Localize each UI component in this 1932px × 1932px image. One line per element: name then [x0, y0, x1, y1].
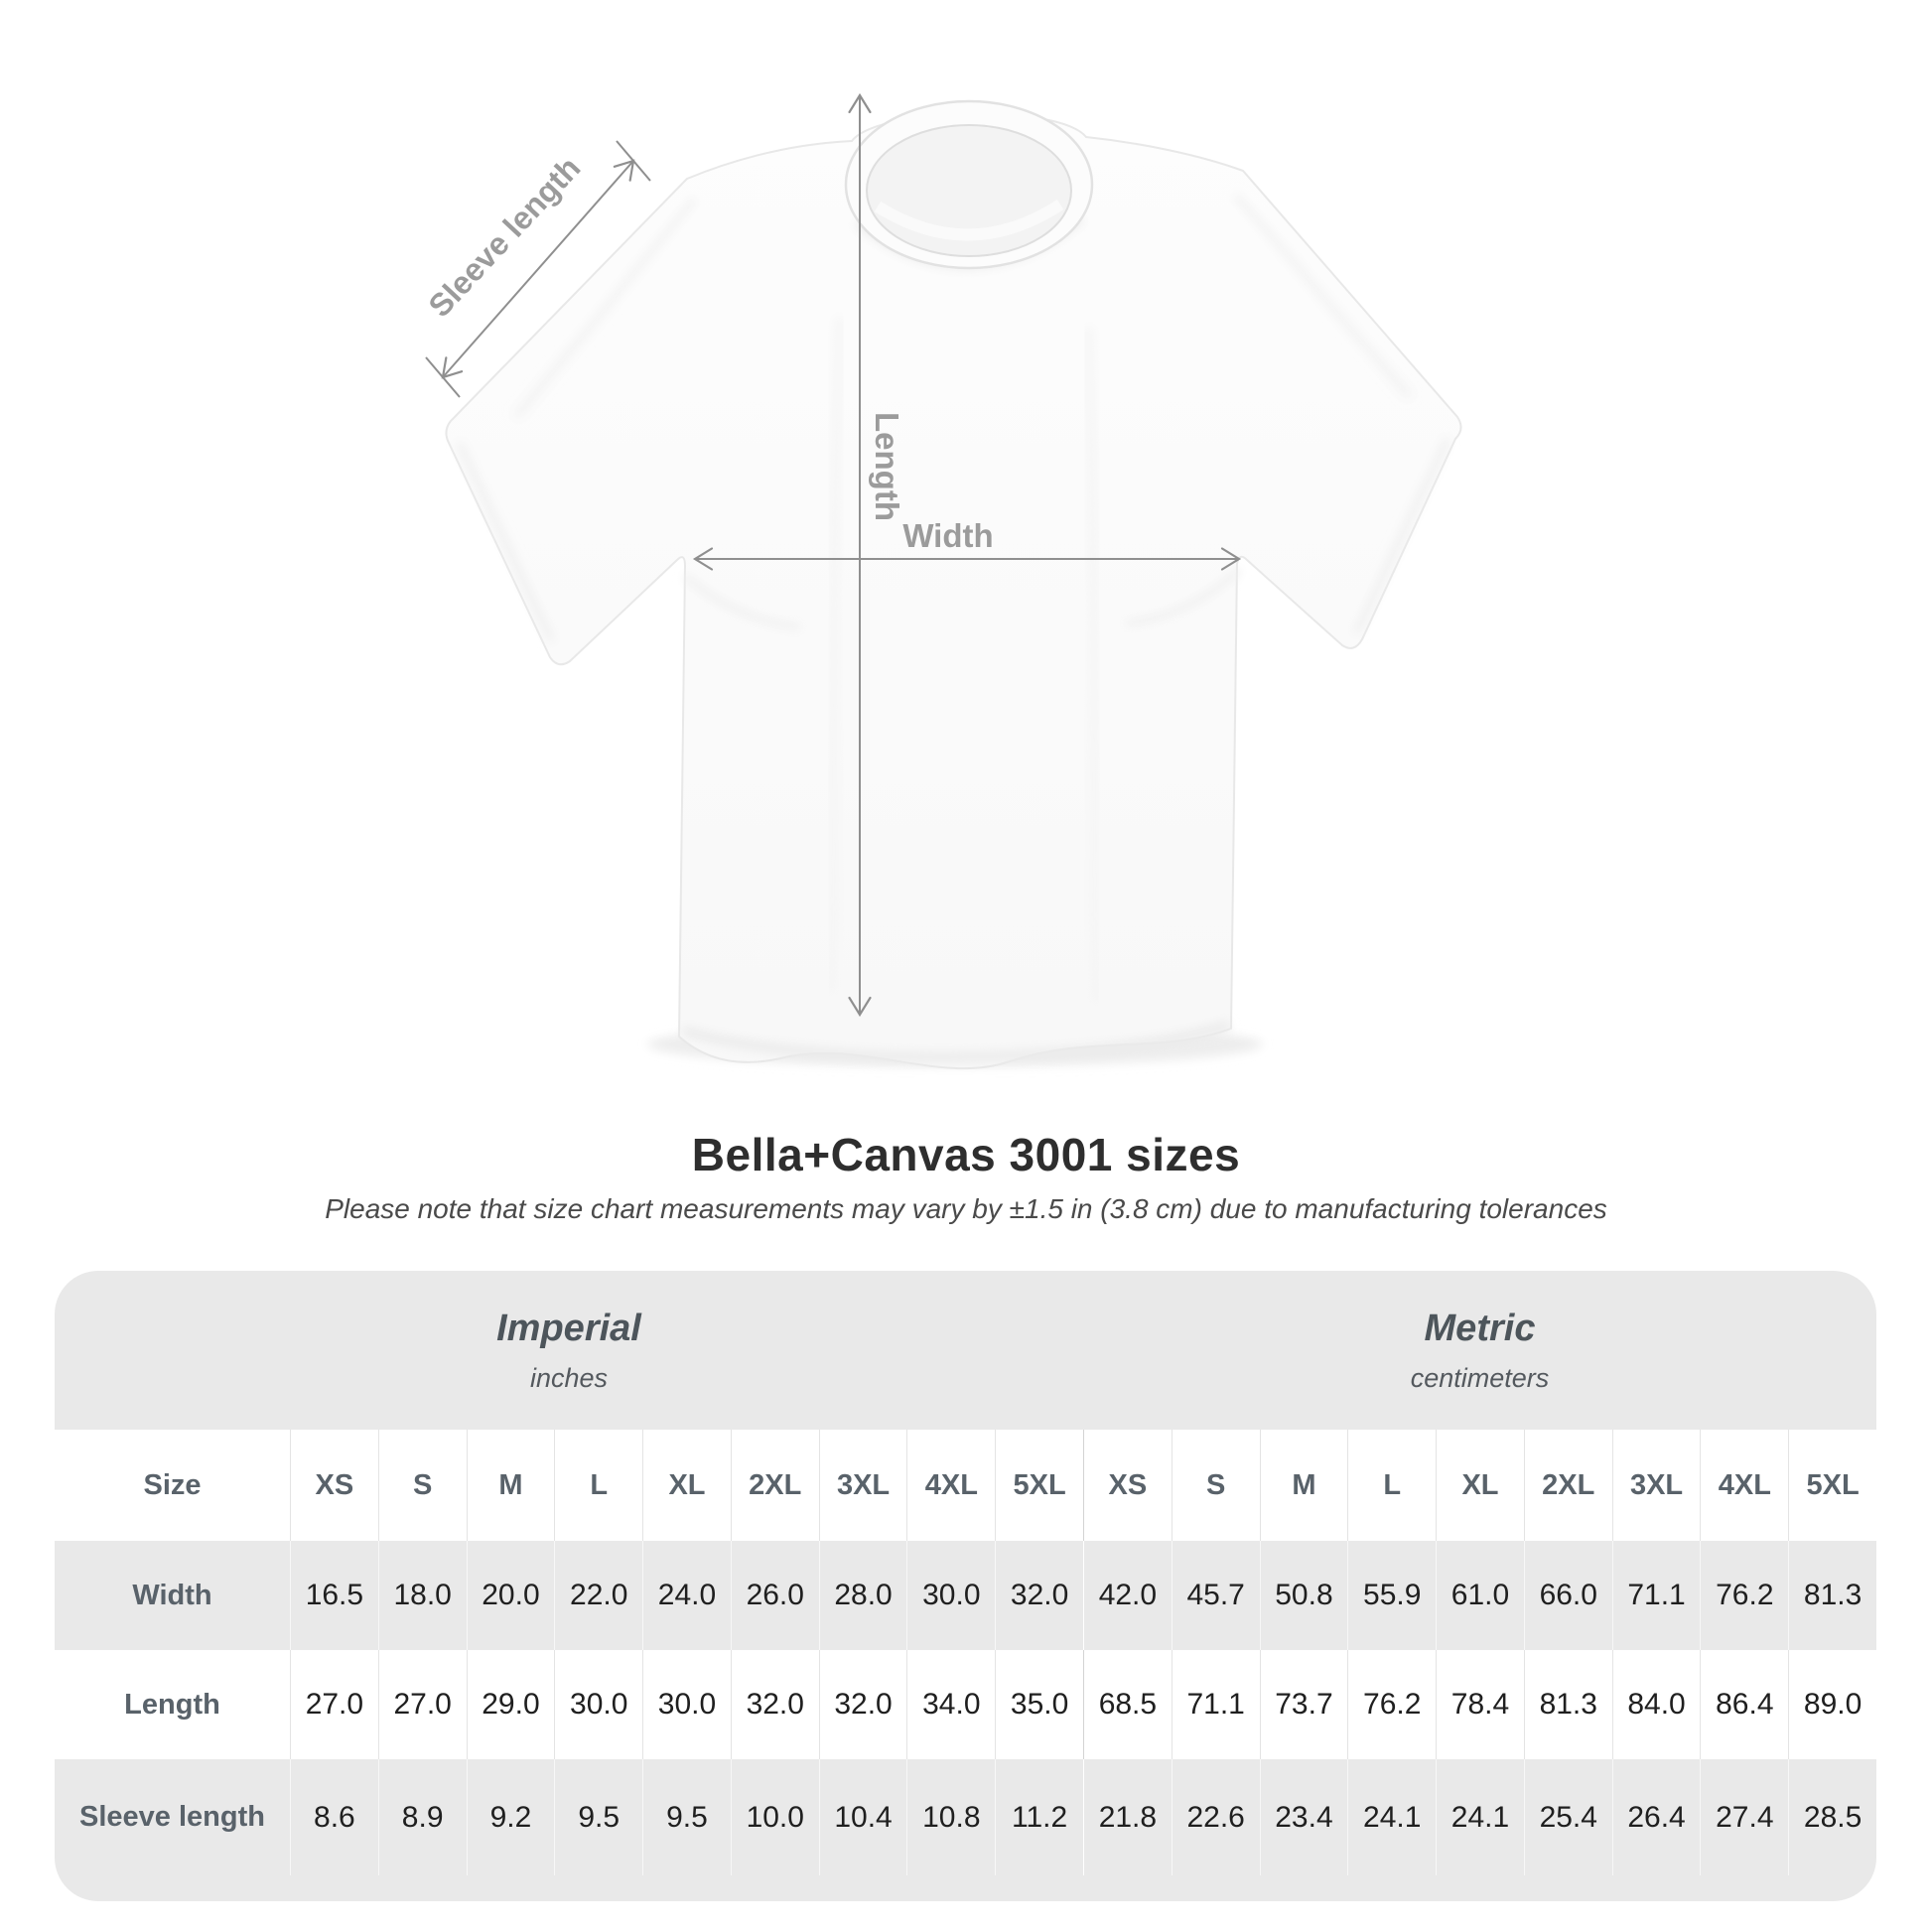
collar [844, 99, 1094, 270]
table-cell: 32.0 [730, 1650, 819, 1759]
table-cell: 76.2 [1700, 1541, 1788, 1650]
row-header-length: Length [124, 1688, 220, 1721]
row-header-size: Size [143, 1468, 202, 1501]
tolerance-note: Please note that size chart measurements… [325, 1193, 1607, 1224]
table-cell: 9.5 [642, 1759, 731, 1875]
size-col-header: XS [290, 1430, 378, 1541]
table-cell: 16.5 [290, 1541, 378, 1650]
table-cell: 81.3 [1523, 1650, 1612, 1759]
page-title: Bella+Canvas 3001 sizes [691, 1129, 1241, 1180]
table-cell: 24.0 [642, 1541, 731, 1650]
table-cell: 26.4 [1611, 1759, 1701, 1875]
table-cell: 26.0 [730, 1541, 819, 1650]
table-cell: 35.0 [995, 1650, 1083, 1759]
sleeve-length-label: Sleeve length [421, 150, 587, 324]
size-col-header: L [554, 1430, 642, 1541]
table-cell: 11.2 [995, 1759, 1083, 1875]
table-cell: 55.9 [1347, 1541, 1436, 1650]
table-cell: 10.8 [906, 1759, 995, 1875]
table-cell: 30.0 [906, 1541, 995, 1650]
table-cell: 73.7 [1259, 1650, 1348, 1759]
metric-group-header: Metric centimeters [1083, 1271, 1876, 1430]
size-col-header: S [377, 1430, 467, 1541]
size-table: Imperial inches Metric centimeters Size … [55, 1271, 1876, 1901]
size-col-header: XL [642, 1430, 731, 1541]
size-col-header: 2XL [1523, 1430, 1612, 1541]
size-col-header: M [1259, 1430, 1348, 1541]
row-header-sleeve-length: Sleeve length [79, 1801, 265, 1833]
tshirt-measurement-diagram: Sleeve length Length Width [421, 92, 1462, 1070]
table-cell: 42.0 [1083, 1541, 1172, 1650]
size-col-header: 5XL [1788, 1430, 1876, 1541]
table-cell: 68.5 [1083, 1650, 1172, 1759]
size-col-header: XL [1436, 1430, 1524, 1541]
table-cell: 27.4 [1700, 1759, 1788, 1875]
table-cell: 66.0 [1523, 1541, 1612, 1650]
table-cell: 45.7 [1171, 1541, 1260, 1650]
table-cell: 22.6 [1171, 1759, 1260, 1875]
table-cell: 89.0 [1788, 1650, 1876, 1759]
table-cell: 61.0 [1436, 1541, 1524, 1650]
size-col-header: 4XL [1700, 1430, 1788, 1541]
sleeve-length-row: Sleeve length 8.6 8.9 9.2 9.5 9.5 10.0 1… [55, 1759, 1876, 1901]
table-cell: 22.0 [554, 1541, 642, 1650]
table-cell: 71.1 [1171, 1650, 1260, 1759]
length-label: Length [869, 412, 905, 521]
imperial-group-header: Imperial inches [55, 1271, 1083, 1430]
size-header-row: Size XS S M L XL 2XL 3XL 4XL 5XL XS S M … [55, 1430, 1876, 1541]
size-col-header: 4XL [906, 1430, 995, 1541]
unit-group-header: Imperial inches Metric centimeters [55, 1271, 1876, 1430]
size-col-header: 3XL [818, 1430, 907, 1541]
size-col-header: L [1347, 1430, 1436, 1541]
table-cell: 28.5 [1788, 1759, 1876, 1875]
table-cell: 71.1 [1611, 1541, 1701, 1650]
table-cell: 21.8 [1083, 1759, 1172, 1875]
size-col-header: 3XL [1611, 1430, 1701, 1541]
table-cell: 32.0 [995, 1541, 1083, 1650]
table-cell: 32.0 [818, 1650, 907, 1759]
table-cell: 9.5 [554, 1759, 642, 1875]
table-cell: 27.0 [290, 1650, 378, 1759]
row-header-width: Width [132, 1579, 212, 1611]
table-cell: 81.3 [1788, 1541, 1876, 1650]
table-cell: 30.0 [642, 1650, 731, 1759]
width-label: Width [902, 517, 993, 554]
table-cell: 84.0 [1611, 1650, 1701, 1759]
table-cell: 34.0 [906, 1650, 995, 1759]
table-cell: 86.4 [1700, 1650, 1788, 1759]
size-col-header: M [466, 1430, 555, 1541]
table-cell: 20.0 [466, 1541, 555, 1650]
table-cell: 10.4 [818, 1759, 907, 1875]
size-col-header: XS [1083, 1430, 1172, 1541]
table-cell: 9.2 [466, 1759, 555, 1875]
table-cell: 76.2 [1347, 1650, 1436, 1759]
table-cell: 25.4 [1523, 1759, 1612, 1875]
metric-label: Metric [1424, 1307, 1536, 1349]
table-cell: 30.0 [554, 1650, 642, 1759]
size-col-header: S [1171, 1430, 1260, 1541]
table-cell: 8.9 [377, 1759, 467, 1875]
size-diagram-svg: Sleeve length Length Width [421, 92, 1462, 1070]
table-cell: 28.0 [818, 1541, 907, 1650]
table-cell: 10.0 [730, 1759, 819, 1875]
length-row: Length 27.0 27.0 29.0 30.0 30.0 32.0 32.… [55, 1650, 1876, 1759]
sleeve-length-arrow [425, 140, 651, 398]
heading: Bella+Canvas 3001 sizes Please note that… [0, 1128, 1932, 1225]
table-cell: 8.6 [290, 1759, 378, 1875]
table-cell: 18.0 [377, 1541, 467, 1650]
table-cell: 29.0 [466, 1650, 555, 1759]
table-cell: 24.1 [1347, 1759, 1436, 1875]
imperial-label: Imperial [496, 1307, 641, 1349]
table-cell: 50.8 [1259, 1541, 1348, 1650]
table-cell: 78.4 [1436, 1650, 1524, 1759]
imperial-unit: inches [529, 1362, 609, 1393]
width-row: Width 16.5 18.0 20.0 22.0 24.0 26.0 28.0… [55, 1541, 1876, 1650]
size-col-header: 5XL [995, 1430, 1083, 1541]
tshirt-image [445, 99, 1462, 1070]
table-cell: 24.1 [1436, 1759, 1524, 1875]
size-col-header: 2XL [730, 1430, 819, 1541]
table-cell: 27.0 [377, 1650, 467, 1759]
metric-unit: centimeters [1410, 1362, 1550, 1393]
table-cell: 23.4 [1259, 1759, 1348, 1875]
